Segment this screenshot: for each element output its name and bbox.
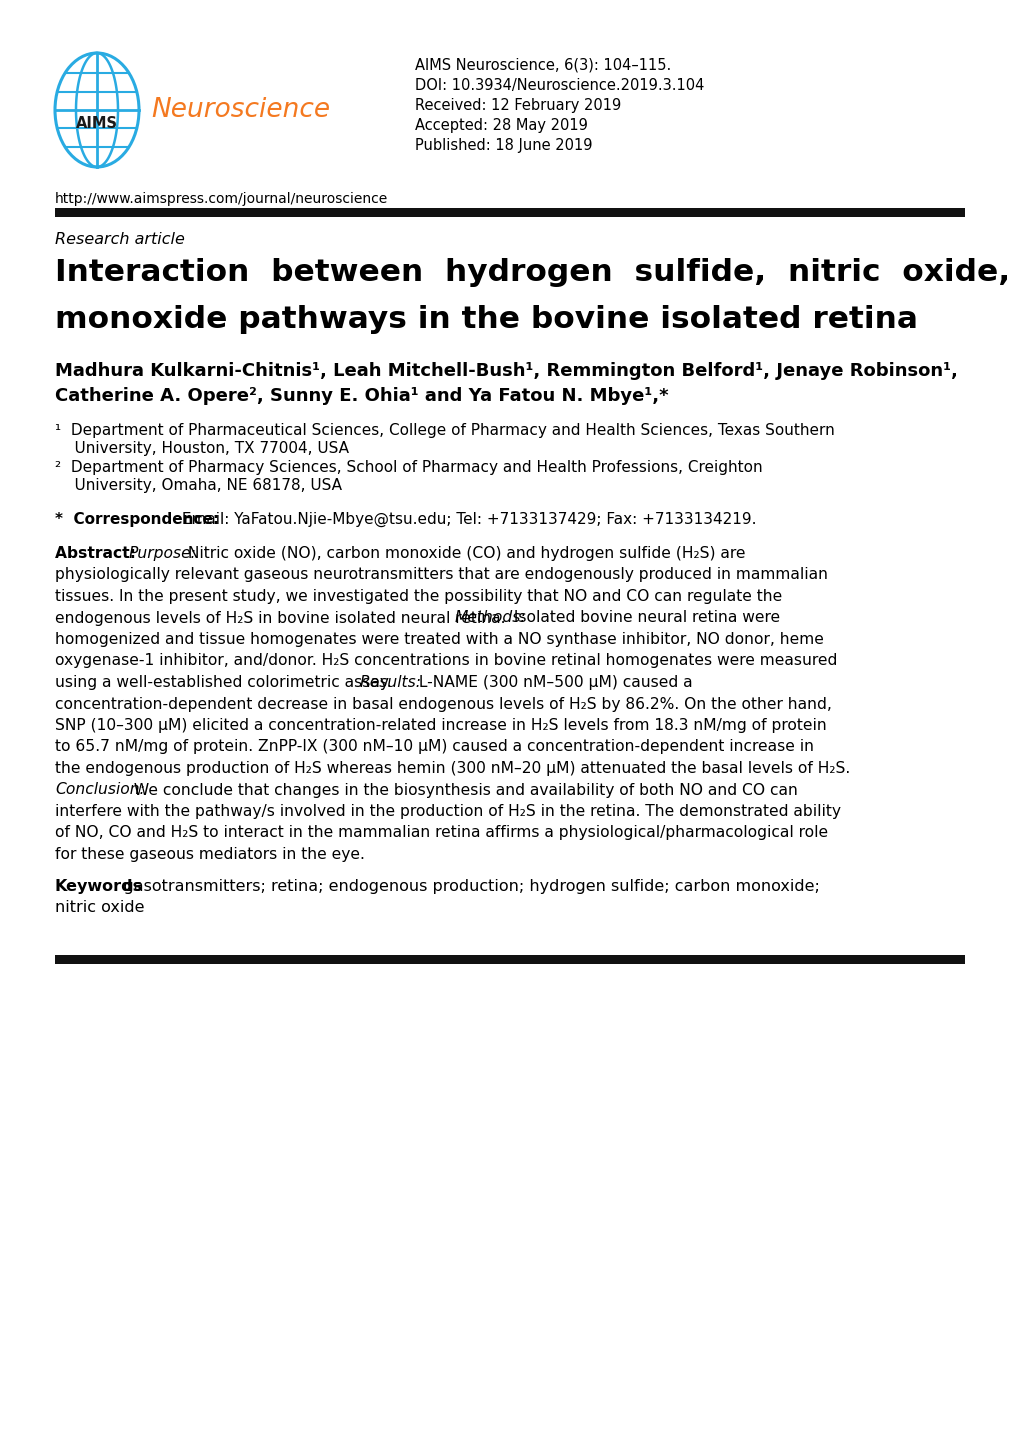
Text: concentration-dependent decrease in basal endogenous levels of H₂S by 86.2%. On : concentration-dependent decrease in basa… <box>55 696 832 711</box>
Text: physiologically relevant gaseous neurotransmitters that are endogenously produce: physiologically relevant gaseous neurotr… <box>55 568 827 583</box>
Text: Interaction  between  hydrogen  sulfide,  nitric  oxide,  and  carbon: Interaction between hydrogen sulfide, ni… <box>55 258 1019 287</box>
Text: oxygenase-1 inhibitor, and/donor. H₂S concentrations in bovine retinal homogenat: oxygenase-1 inhibitor, and/donor. H₂S co… <box>55 653 837 669</box>
Text: *  Correspondence:: * Correspondence: <box>55 512 219 526</box>
Text: Neuroscience: Neuroscience <box>151 97 330 123</box>
Text: endogenous levels of H₂S in bovine isolated neural retina.: endogenous levels of H₂S in bovine isola… <box>55 610 510 626</box>
Text: Keywords: Keywords <box>55 878 143 894</box>
Text: the endogenous production of H₂S whereas hemin (300 nM–20 μM) attenuated the bas: the endogenous production of H₂S whereas… <box>55 761 850 776</box>
Text: Catherine A. Opere², Sunny E. Ohia¹ and Ya Fatou N. Mbye¹,*: Catherine A. Opere², Sunny E. Ohia¹ and … <box>55 386 668 405</box>
Text: Isolated bovine neural retina were: Isolated bovine neural retina were <box>508 610 779 626</box>
Text: Conclusion:: Conclusion: <box>55 783 145 797</box>
Text: homogenized and tissue homogenates were treated with a NO synthase inhibitor, NO: homogenized and tissue homogenates were … <box>55 632 823 647</box>
Text: to 65.7 nM/mg of protein. ZnPP-IX (300 nM–10 μM) caused a concentration-dependen: to 65.7 nM/mg of protein. ZnPP-IX (300 n… <box>55 740 813 754</box>
Text: University, Houston, TX 77004, USA: University, Houston, TX 77004, USA <box>55 441 348 456</box>
Text: We conclude that changes in the biosynthesis and availability of both NO and CO : We conclude that changes in the biosynth… <box>128 783 797 797</box>
Text: ²  Department of Pharmacy Sciences, School of Pharmacy and Health Professions, C: ² Department of Pharmacy Sciences, Schoo… <box>55 460 762 474</box>
Text: for these gaseous mediators in the eye.: for these gaseous mediators in the eye. <box>55 846 365 862</box>
Text: L-NAME (300 nM–500 μM) caused a: L-NAME (300 nM–500 μM) caused a <box>414 675 692 691</box>
Text: Accepted: 28 May 2019: Accepted: 28 May 2019 <box>415 118 587 133</box>
Text: http://www.aimspress.com/journal/neuroscience: http://www.aimspress.com/journal/neurosc… <box>55 192 388 206</box>
Text: : gasotransmitters; retina; endogenous production; hydrogen sulfide; carbon mono: : gasotransmitters; retina; endogenous p… <box>113 878 819 894</box>
Text: AIMS Neuroscience, 6(3): 104–115.: AIMS Neuroscience, 6(3): 104–115. <box>415 58 671 74</box>
Text: Purpose:: Purpose: <box>128 547 197 561</box>
Text: Madhura Kulkarni-Chitnis¹, Leah Mitchell-Bush¹, Remmington Belford¹, Jenaye Robi: Madhura Kulkarni-Chitnis¹, Leah Mitchell… <box>55 362 957 381</box>
Bar <box>55 208 964 216</box>
Text: Methods:: Methods: <box>454 610 526 626</box>
Text: University, Omaha, NE 68178, USA: University, Omaha, NE 68178, USA <box>55 477 341 493</box>
Text: ¹  Department of Pharmaceutical Sciences, College of Pharmacy and Health Science: ¹ Department of Pharmaceutical Sciences,… <box>55 423 834 438</box>
Text: of NO, CO and H₂S to interact in the mammalian retina affirms a physiological/ph: of NO, CO and H₂S to interact in the mam… <box>55 825 827 841</box>
Text: interfere with the pathway/s involved in the production of H₂S in the retina. Th: interfere with the pathway/s involved in… <box>55 805 841 819</box>
Text: Abstract:: Abstract: <box>55 547 141 561</box>
Text: Nitric oxide (NO), carbon monoxide (CO) and hydrogen sulfide (H₂S) are: Nitric oxide (NO), carbon monoxide (CO) … <box>182 547 745 561</box>
Text: DOI: 10.3934/Neuroscience.2019.3.104: DOI: 10.3934/Neuroscience.2019.3.104 <box>415 78 704 92</box>
Text: SNP (10–300 μM) elicited a concentration-related increase in H₂S levels from 18.: SNP (10–300 μM) elicited a concentration… <box>55 718 826 733</box>
Text: tissues. In the present study, we investigated the possibility that NO and CO ca: tissues. In the present study, we invest… <box>55 588 782 604</box>
Text: Results:: Results: <box>360 675 422 691</box>
Text: Published: 18 June 2019: Published: 18 June 2019 <box>415 138 592 153</box>
Bar <box>55 955 964 965</box>
Text: Research article: Research article <box>55 232 184 247</box>
Text: Email: YaFatou.Njie-Mbye@tsu.edu; Tel: +7133137429; Fax: +7133134219.: Email: YaFatou.Njie-Mbye@tsu.edu; Tel: +… <box>177 512 756 528</box>
Text: using a well-established colorimetric assay.: using a well-established colorimetric as… <box>55 675 396 691</box>
Text: monoxide pathways in the bovine isolated retina: monoxide pathways in the bovine isolated… <box>55 306 917 335</box>
Text: nitric oxide: nitric oxide <box>55 900 145 916</box>
Text: Received: 12 February 2019: Received: 12 February 2019 <box>415 98 621 112</box>
Text: AIMS: AIMS <box>76 117 118 131</box>
